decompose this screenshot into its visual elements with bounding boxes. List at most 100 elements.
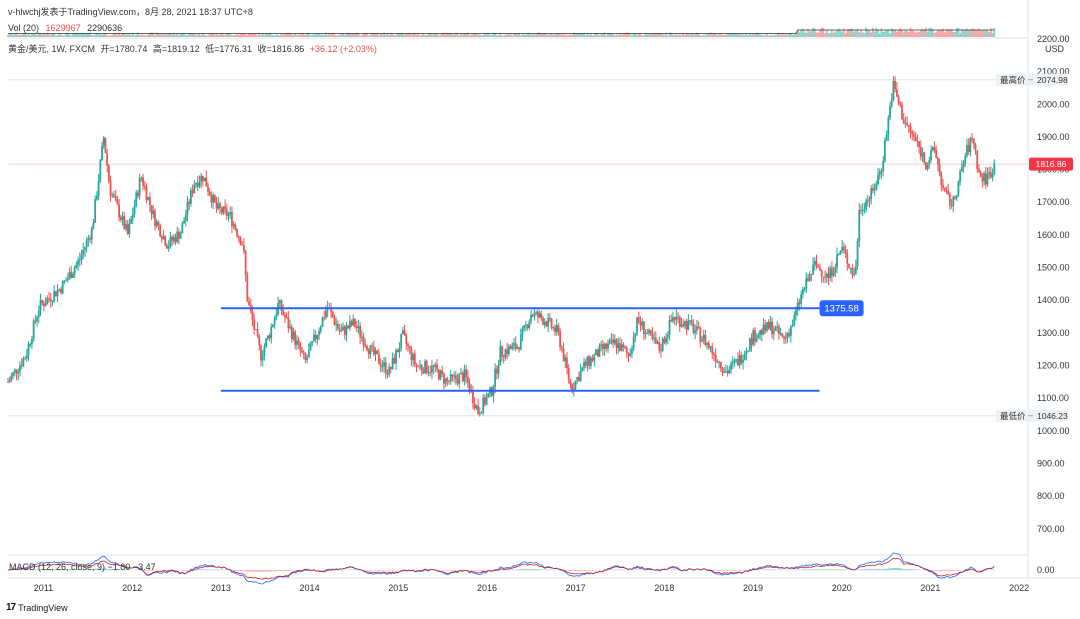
macd-histogram-bar [891, 568, 893, 571]
macd-histogram-bar [385, 570, 387, 571]
volume-bar [803, 31, 806, 37]
volume-bar [808, 31, 811, 37]
volume-bar [504, 34, 507, 37]
macd-histogram-bar [390, 570, 392, 571]
volume-bar [295, 35, 298, 37]
candle-body [921, 152, 924, 157]
tradingview-footer[interactable]: 17 TradingView [6, 602, 68, 613]
volume-bar [595, 33, 597, 37]
macd-histogram-bar [844, 569, 847, 571]
macd-histogram-bar [352, 569, 354, 571]
volume-bar [861, 32, 864, 37]
candle-body [225, 208, 228, 216]
high-price-marker-label: 最高价 [1000, 75, 1026, 85]
candle-body [641, 321, 644, 326]
volume-bar [625, 32, 628, 37]
volume-bar [622, 34, 625, 37]
candle-body [224, 206, 226, 209]
macd-histogram-bar [366, 570, 368, 571]
candle-body [201, 175, 204, 182]
candle-body [959, 171, 962, 182]
macd-histogram-bar [827, 569, 830, 571]
volume-bar [547, 34, 550, 37]
candle-body [625, 348, 628, 353]
volume-bar [22, 33, 25, 37]
volume-bar [629, 33, 632, 37]
volume-bar [579, 33, 582, 37]
candle-body [721, 368, 724, 373]
macd-histogram-bar [838, 569, 840, 571]
volume-bar [687, 34, 690, 37]
macd-histogram-bar [673, 569, 676, 571]
volume-bar [711, 34, 714, 37]
candle-body [554, 327, 556, 333]
candle-body [731, 361, 734, 364]
volume-bar [477, 34, 479, 37]
candle-body [485, 397, 488, 405]
macd-histogram-bar [79, 569, 81, 571]
candle-body [20, 365, 23, 367]
volume-bar [412, 33, 415, 37]
volume-bar [820, 27, 823, 37]
volume-bar [419, 35, 421, 37]
volume-bar [993, 28, 996, 37]
volume-bar [355, 32, 358, 37]
horizontal-levels[interactable]: 1375.58 [220, 300, 864, 392]
candle-body [868, 198, 871, 201]
volume-bar [966, 28, 968, 37]
macd-histogram-bar [113, 569, 115, 571]
volume-bar [393, 35, 396, 37]
volume-bar [415, 34, 418, 37]
macd-histogram-bar [574, 570, 577, 571]
candle-body [584, 361, 587, 366]
candle-body [263, 346, 266, 356]
volume-bar [99, 34, 102, 37]
macd-histogram-bar [884, 568, 886, 571]
candle-body [748, 338, 751, 351]
volume-bar [689, 34, 691, 37]
volume-bar [160, 33, 163, 37]
macd-histogram-bar [381, 570, 384, 571]
macd-histogram-bar [133, 569, 136, 571]
candle-body [166, 245, 168, 249]
candle-body [514, 343, 517, 349]
candle-body [125, 224, 127, 229]
currency-label[interactable]: USD [1045, 44, 1065, 54]
volume-bar [350, 34, 353, 37]
macd-histogram-bar [243, 570, 245, 571]
macd-histogram-bar [904, 569, 907, 571]
volume-bar [360, 35, 363, 37]
candle-body [309, 342, 312, 351]
volume-bar [313, 34, 315, 37]
time-axis[interactable]: 2011 2012 2013 2014 2015 2016 2017 2018 2019 2020… [34, 583, 1029, 593]
macd-histogram-bar [829, 569, 831, 571]
volume-bar [921, 29, 924, 37]
volume-bar [878, 33, 881, 37]
volume-bar [330, 34, 332, 37]
macd-histogram-bar [521, 569, 524, 571]
candle-body [969, 138, 972, 153]
time-tick-label: 2021 [920, 583, 940, 593]
volume-bar [841, 31, 844, 37]
macd-histogram-bar [371, 570, 373, 571]
candle-body [706, 342, 709, 345]
volume-bar [701, 35, 703, 37]
volume-bar [675, 34, 678, 37]
macd-histogram-bar [797, 569, 799, 571]
volume-bar [651, 33, 654, 37]
volume-bar [241, 33, 244, 37]
price-axis[interactable]: 2200.002100.002000.001900.001800.001700.… [1037, 34, 1070, 575]
macd-histogram-bar [899, 568, 901, 571]
candle-body [143, 185, 146, 187]
macd-histogram-bar [622, 569, 625, 571]
candle-body [330, 308, 332, 312]
candle-body [116, 198, 119, 205]
volume-bar [519, 35, 522, 37]
macd-histogram-bar [894, 568, 896, 571]
macd-histogram-bar [897, 568, 900, 571]
macd-histogram-bar [593, 570, 596, 571]
volume-bar [207, 35, 209, 37]
macd-histogram-bar [450, 570, 452, 571]
candle-body [119, 217, 122, 220]
